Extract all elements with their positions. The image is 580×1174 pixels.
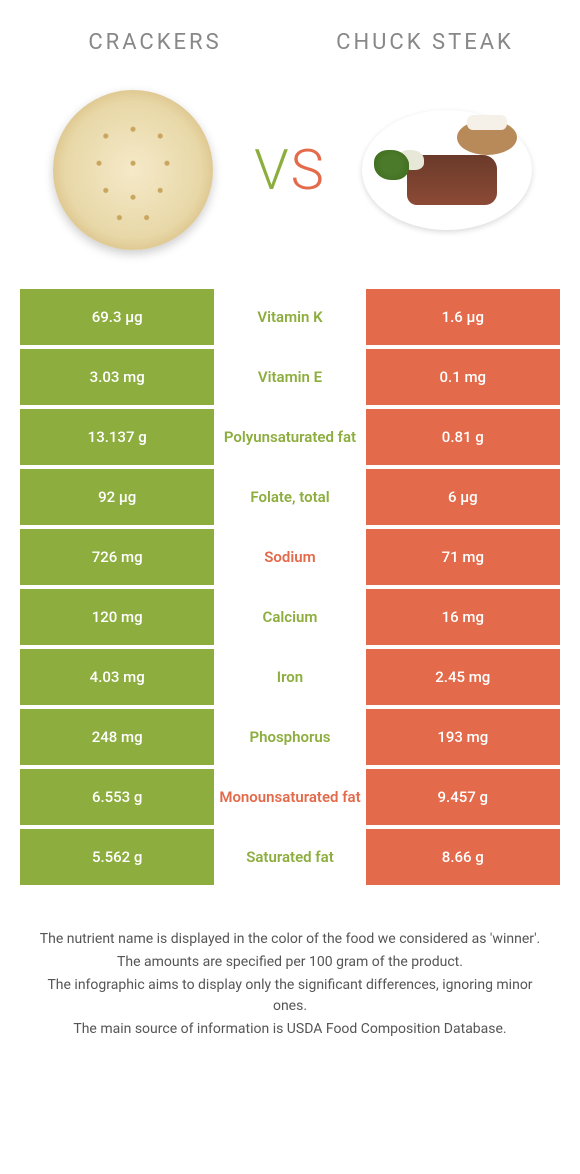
vs-label: VS bbox=[254, 137, 326, 203]
table-row: 726 mgSodium71 mg bbox=[20, 529, 560, 585]
vs-letter-v: V bbox=[254, 137, 291, 203]
right-value-cell: 0.81 g bbox=[366, 409, 560, 465]
nutrient-label-cell: Sodium bbox=[214, 529, 365, 585]
nutrient-label-cell: Polyunsaturated fat bbox=[214, 409, 365, 465]
nutrient-label-cell: Vitamin K bbox=[214, 289, 365, 345]
right-value-cell: 8.66 g bbox=[366, 829, 560, 885]
footer-line: The amounts are specified per 100 gram o… bbox=[30, 952, 550, 973]
nutrient-label-cell: Monounsaturated fat bbox=[214, 769, 365, 825]
nutrient-label-cell: Vitamin E bbox=[214, 349, 365, 405]
left-value-cell: 5.562 g bbox=[20, 829, 214, 885]
potato-icon bbox=[457, 120, 517, 155]
footer-line: The nutrient name is displayed in the co… bbox=[30, 929, 550, 950]
nutrient-label-cell: Folate, total bbox=[214, 469, 365, 525]
left-value-cell: 120 mg bbox=[20, 589, 214, 645]
right-value-cell: 9.457 g bbox=[366, 769, 560, 825]
vs-letter-s: S bbox=[291, 137, 326, 203]
table-row: 92 µgFolate, total6 µg bbox=[20, 469, 560, 525]
images-row: VS bbox=[0, 75, 580, 285]
table-row: 69.3 µgVitamin K1.6 µg bbox=[20, 289, 560, 345]
cracker-icon bbox=[53, 90, 213, 250]
infographic-container: Crackers Chuck steak VS 69.3 µgVitamin K… bbox=[0, 0, 580, 1174]
right-value-cell: 6 µg bbox=[366, 469, 560, 525]
table-row: 13.137 gPolyunsaturated fat0.81 g bbox=[20, 409, 560, 465]
table-row: 4.03 mgIron2.45 mg bbox=[20, 649, 560, 705]
left-food-title: Crackers bbox=[34, 30, 277, 55]
right-value-cell: 71 mg bbox=[366, 529, 560, 585]
table-row: 248 mgPhosphorus193 mg bbox=[20, 709, 560, 765]
nutrient-label-cell: Iron bbox=[214, 649, 365, 705]
right-food-title: Chuck steak bbox=[304, 30, 547, 55]
footer-line: The main source of information is USDA F… bbox=[30, 1019, 550, 1040]
right-value-cell: 193 mg bbox=[366, 709, 560, 765]
table-row: 3.03 mgVitamin E0.1 mg bbox=[20, 349, 560, 405]
left-value-cell: 726 mg bbox=[20, 529, 214, 585]
left-value-cell: 92 µg bbox=[20, 469, 214, 525]
footer-notes: The nutrient name is displayed in the co… bbox=[0, 889, 580, 1040]
left-value-cell: 69.3 µg bbox=[20, 289, 214, 345]
nutrient-label-cell: Phosphorus bbox=[214, 709, 365, 765]
left-value-cell: 6.553 g bbox=[20, 769, 214, 825]
header-row: Crackers Chuck steak bbox=[0, 20, 580, 75]
nutrient-label-cell: Calcium bbox=[214, 589, 365, 645]
right-value-cell: 1.6 µg bbox=[366, 289, 560, 345]
left-value-cell: 13.137 g bbox=[20, 409, 214, 465]
left-value-cell: 3.03 mg bbox=[20, 349, 214, 405]
table-row: 5.562 gSaturated fat8.66 g bbox=[20, 829, 560, 885]
nutrient-table: 69.3 µgVitamin K1.6 µg3.03 mgVitamin E0.… bbox=[20, 285, 560, 889]
table-row: 120 mgCalcium16 mg bbox=[20, 589, 560, 645]
right-value-cell: 2.45 mg bbox=[366, 649, 560, 705]
footer-line: The infographic aims to display only the… bbox=[30, 975, 550, 1017]
right-value-cell: 16 mg bbox=[366, 589, 560, 645]
left-value-cell: 248 mg bbox=[20, 709, 214, 765]
right-food-image bbox=[362, 85, 532, 255]
right-value-cell: 0.1 mg bbox=[366, 349, 560, 405]
table-row: 6.553 gMonounsaturated fat9.457 g bbox=[20, 769, 560, 825]
steak-icon bbox=[362, 110, 532, 230]
left-food-image bbox=[48, 85, 218, 255]
nutrient-label-cell: Saturated fat bbox=[214, 829, 365, 885]
left-value-cell: 4.03 mg bbox=[20, 649, 214, 705]
